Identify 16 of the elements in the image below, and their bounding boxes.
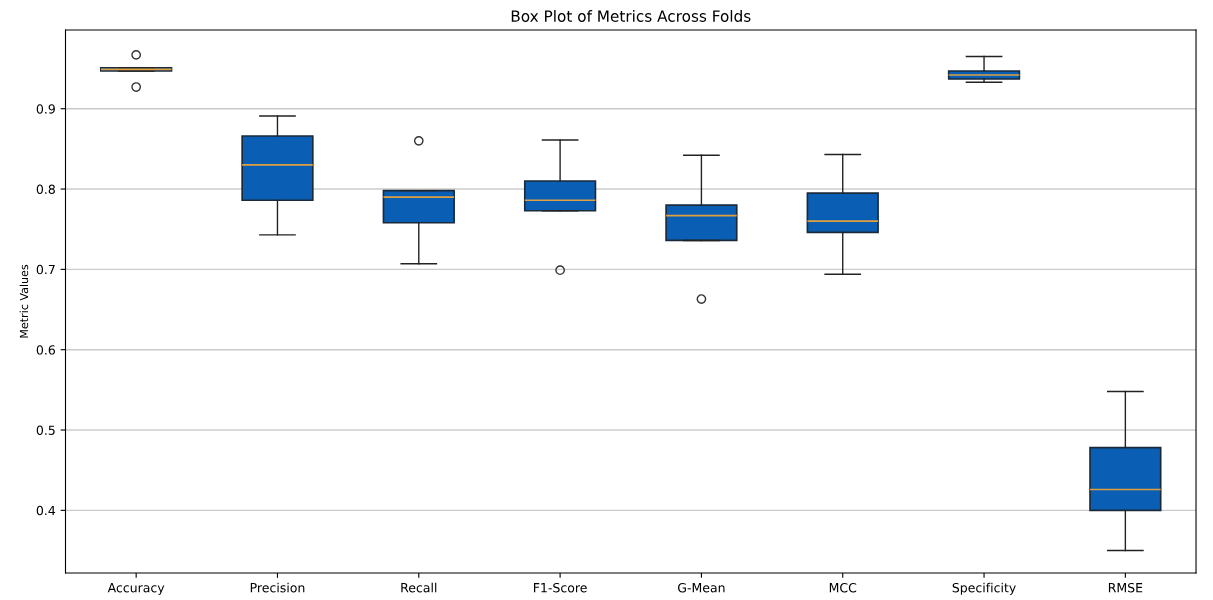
y-tick-label: 0.6	[36, 345, 55, 355]
x-tick-label: Precision	[250, 582, 305, 593]
y-tick-label: 0.4	[36, 505, 56, 516]
x-tick-label: Accuracy	[107, 583, 165, 595]
x-tick-label: F1-Score	[534, 582, 587, 593]
y-axis-title: Metric Values	[19, 264, 29, 338]
x-tick-label: RMSE	[1108, 582, 1143, 593]
x-tick-label: Recall	[401, 582, 437, 593]
y-tick-label: 0.9	[36, 104, 55, 114]
x-tick-label: G-Mean	[677, 582, 725, 593]
x-tick-label: Specificity	[952, 582, 1016, 595]
y-tick-label: 0.5	[36, 425, 55, 435]
x-tick-label: MCC	[829, 582, 857, 593]
y-tick-label: 0.8	[36, 184, 55, 194]
chart-title: Box Plot of Metrics Across Folds	[511, 10, 751, 22]
y-tick-label: 0.7	[36, 264, 55, 275]
